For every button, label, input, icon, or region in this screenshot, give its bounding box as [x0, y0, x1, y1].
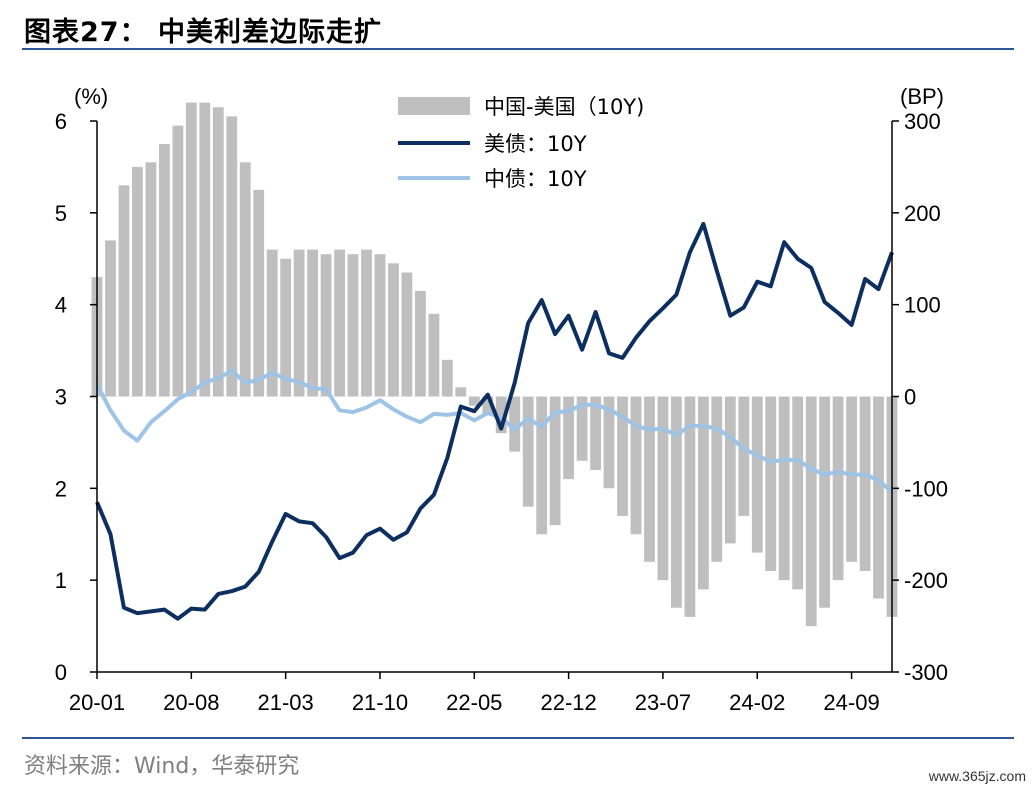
spread-bar [792, 396, 804, 590]
spread-bar [293, 249, 305, 397]
spread-bar [671, 396, 682, 608]
x-tick-label: 24-09 [823, 690, 879, 715]
spread-bar [509, 396, 521, 452]
spread-bar [212, 107, 224, 397]
spread-bar [617, 396, 628, 516]
spread-bar [145, 162, 157, 397]
spread-bar [832, 396, 844, 581]
spread-bar [401, 272, 413, 397]
spread-bar [280, 258, 292, 397]
left-tick-label: 5 [55, 201, 67, 226]
spread-bar [118, 185, 130, 397]
spread-bar [603, 396, 615, 489]
spread-bar [482, 396, 494, 415]
spread-bar [428, 313, 440, 397]
right-tick-label: -200 [904, 568, 948, 593]
right-axis-unit: (BP) [900, 84, 944, 109]
spread-bar [307, 249, 318, 397]
spread-bar [590, 396, 601, 470]
legend-label-cn: 中债：10Y [484, 167, 587, 191]
spread-bar [415, 290, 426, 397]
right-tick-label: 0 [904, 385, 916, 410]
spread-bar [805, 396, 817, 627]
x-tick-label: 20-08 [163, 690, 219, 715]
spread-bar [846, 396, 857, 562]
spread-bar [549, 396, 561, 526]
spread-bar [185, 102, 197, 397]
spread-bar [455, 387, 467, 397]
chart-legend: 中国-美国（10Y) 美债：10Y 中债：10Y [398, 95, 644, 191]
spread-bar [320, 254, 332, 397]
x-tick-label: 21-10 [352, 690, 408, 715]
left-tick-label: 1 [55, 568, 67, 593]
watermark: www.365jz.com [928, 768, 1026, 784]
right-tick-label: 300 [904, 109, 941, 134]
source-note: 资料来源：Wind，华泰研究 [24, 754, 300, 779]
spread-bar [172, 125, 184, 397]
spread-bar [374, 254, 386, 397]
spread-bar [819, 396, 830, 608]
spread-bar [576, 396, 588, 461]
spread-bar [253, 189, 265, 397]
spread-bar [657, 396, 669, 581]
x-tick-label: 23-07 [635, 690, 691, 715]
x-tick-label: 21-03 [258, 690, 314, 715]
us-10y-line [95, 221, 894, 621]
title-divider [22, 48, 1014, 50]
right-tick-label: -300 [904, 660, 948, 685]
right-tick-label: 100 [904, 293, 941, 318]
left-axis-unit: (%) [74, 84, 108, 109]
chart-axes: 0 1 2 3 4 5 6 -300 -200 -100 0 100 200 300 20-01 20-08 2… [55, 109, 948, 715]
x-tick-label: 22-12 [540, 690, 596, 715]
spread-bar [724, 396, 736, 544]
spread-bar [630, 396, 642, 535]
x-tick-label: 24-02 [729, 690, 785, 715]
left-tick-label: 6 [55, 109, 67, 134]
spread-bar [684, 396, 696, 617]
footer-divider [22, 737, 1014, 739]
spread-bar [698, 396, 709, 590]
spread-bar [536, 396, 548, 535]
right-tick-label: 200 [904, 201, 941, 226]
spread-bar [105, 240, 116, 397]
spread-bar [199, 102, 211, 397]
spread-bar [239, 162, 251, 397]
spread-bar [738, 396, 750, 516]
spread-bar [751, 396, 763, 553]
spread-bar [859, 396, 871, 571]
left-tick-label: 4 [55, 293, 67, 318]
spread-bar [644, 396, 655, 562]
spread-bar [563, 396, 574, 480]
spread-bar [441, 359, 453, 397]
spread-bar [226, 116, 238, 397]
yield-lines [95, 221, 894, 621]
left-tick-label: 2 [55, 476, 67, 501]
legend-label-spread: 中国-美国（10Y) [484, 95, 644, 119]
left-tick-label: 3 [55, 385, 67, 410]
spread-bar [159, 144, 170, 397]
spread-bar [765, 396, 777, 571]
legend-label-us: 美债：10Y [484, 132, 587, 156]
spread-bar [347, 254, 359, 397]
spread-bar [388, 263, 399, 397]
page-title: 图表27： 中美利差边际走扩 [24, 17, 382, 48]
x-tick-label: 22-05 [446, 690, 502, 715]
spread-bar [468, 396, 480, 406]
spread-bar [778, 396, 790, 581]
spread-bar [266, 249, 278, 397]
right-tick-label: -100 [904, 476, 948, 501]
legend-swatch-spread [398, 97, 470, 115]
spread-bar [334, 249, 345, 397]
spread-bar [132, 166, 143, 397]
spread-bar [711, 396, 723, 562]
spread-bar [361, 249, 372, 397]
spread-bar [495, 396, 507, 434]
spread-bar [522, 396, 534, 507]
x-tick-label: 20-01 [69, 690, 125, 715]
spread-bar [873, 396, 884, 599]
left-tick-label: 0 [55, 660, 67, 685]
spread-bars [91, 102, 898, 627]
